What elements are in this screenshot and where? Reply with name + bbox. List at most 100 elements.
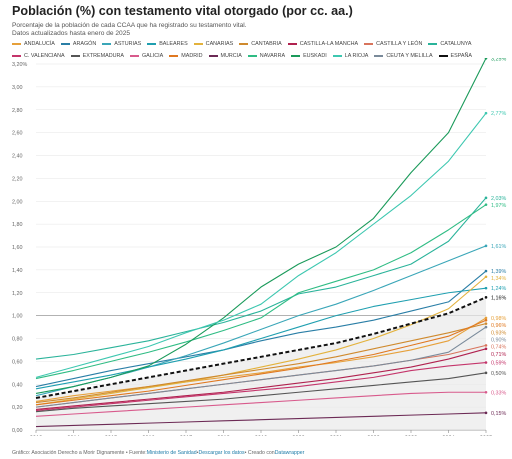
series-line	[35, 326, 487, 408]
series-line	[35, 276, 487, 406]
x-tick-label: 2019	[255, 436, 267, 437]
legend-swatch	[102, 42, 112, 45]
chart-footer: Gráfico: Asociación Derecho a Morir Dign…	[12, 450, 304, 456]
series-line	[35, 270, 487, 388]
legend-swatch	[332, 54, 342, 57]
footer-created-with: • Creado con	[244, 450, 275, 456]
legend-swatch	[193, 42, 203, 45]
legend-label: BALEARES	[159, 40, 188, 47]
chart-update-note: Datos actualizados hasta enero de 2025	[12, 30, 131, 37]
y-tick-label: 0,60	[12, 359, 23, 365]
footer-separator: •	[196, 450, 199, 456]
legend-item: MURCIA	[208, 51, 242, 60]
legend-swatch	[129, 54, 139, 57]
legend-item: MADRID	[169, 51, 203, 60]
legend-swatch	[291, 54, 301, 57]
y-tick-label: 3,00	[12, 85, 23, 91]
y-tick-label: 1,00	[12, 314, 23, 320]
legend-label: EUSKADI	[303, 52, 327, 59]
series-line	[35, 412, 487, 428]
legend-item: BALEARES	[147, 39, 188, 48]
end-value-label: 1,97%	[491, 203, 506, 209]
series-line	[35, 317, 487, 402]
y-tick-label: 0,00	[12, 428, 23, 434]
legend-label: MURCIA	[220, 52, 242, 59]
legend-swatch	[169, 54, 179, 57]
series-end-point	[484, 318, 488, 322]
end-value-label: 1,24%	[491, 286, 506, 292]
series-end-point	[484, 244, 488, 248]
x-tick-label: 2023	[405, 436, 417, 437]
series-end-point	[484, 347, 488, 351]
series-end-point	[484, 58, 488, 60]
legend-swatch	[70, 54, 80, 57]
legend-label: NAVARRA	[259, 52, 286, 59]
x-tick-label: 2016	[142, 436, 154, 437]
series-line	[35, 296, 487, 399]
y-tick-label: 2,40	[12, 154, 23, 160]
series-end-point	[484, 371, 488, 375]
legend-swatch	[438, 54, 448, 57]
series-line	[35, 287, 487, 390]
x-tick-label: 2025	[480, 436, 492, 437]
legend-item: LA RIOJA	[332, 51, 368, 60]
series-line	[35, 58, 487, 394]
legend-label: CASTILLA Y LEÓN	[376, 40, 423, 47]
legend-item: NAVARRA	[247, 51, 286, 60]
end-value-label: 0,59%	[491, 361, 506, 367]
series-line	[35, 197, 487, 360]
series-end-point	[484, 322, 488, 325]
x-tick-label: 2024	[442, 436, 454, 437]
legend-item: CANARIAS	[193, 39, 233, 48]
series-line	[35, 361, 487, 412]
end-value-label: 0,98%	[491, 316, 506, 322]
y-tick-label: 0,40	[12, 382, 23, 388]
x-tick-label: 2013	[30, 436, 42, 437]
legend-label: CATALUNYA	[440, 40, 472, 47]
legend-item: CANTABRIA	[239, 39, 282, 48]
end-value-label: 0,96%	[491, 323, 506, 329]
end-value-label: 0,93%	[491, 330, 506, 336]
series-end-point	[484, 275, 488, 279]
datawrapper-link[interactable]: Datawrapper	[274, 450, 305, 456]
legend-swatch	[208, 54, 218, 57]
y-tick-label: 0,20	[12, 405, 23, 411]
y-tick-label: 0,80	[12, 337, 23, 343]
legend-swatch	[374, 54, 384, 57]
end-value-label: 1,39%	[491, 269, 506, 275]
line-chart: 0,00 0,20 0,40 0,60 0,80 1,00 1,20 1,40 1,60 1,80…	[12, 58, 506, 437]
end-value-label: 0,50%	[491, 371, 506, 377]
series-line	[35, 372, 487, 413]
legend-label: ARAGÓN	[72, 40, 97, 47]
end-value-label: 0,71%	[491, 352, 506, 358]
y-tick-label: 3,20%	[12, 62, 27, 68]
y-tick-label: 1,80	[12, 222, 23, 228]
end-value-label: 2,77%	[491, 111, 506, 117]
legend-label: GALICIA	[141, 52, 164, 59]
end-value-label: 3,25%	[491, 58, 506, 62]
legend-label: CASTILLA-LA MANCHA	[299, 40, 359, 47]
download-data-link[interactable]: Descargar los datos	[198, 450, 245, 456]
legend-item: C. VALENCIANA	[12, 51, 65, 60]
legend-swatch	[428, 42, 438, 45]
legend-swatch	[287, 42, 297, 45]
series-end-point	[484, 325, 488, 329]
end-value-label: 2,03%	[491, 196, 506, 202]
x-tick-label: 2014	[67, 436, 79, 437]
legend-item: ARAGÓN	[60, 39, 97, 48]
legend-item: ASTURIAS	[102, 39, 141, 48]
spain-area	[36, 297, 486, 430]
footer-source: Gráfico: Asociación Derecho a Morir Dign…	[12, 450, 147, 456]
x-tick-label: 2022	[367, 436, 379, 437]
series-line	[35, 319, 487, 406]
end-value-label: 0,15%	[491, 411, 506, 417]
legend-swatch	[247, 54, 257, 57]
series-end-point	[484, 296, 488, 299]
series-end-point	[484, 361, 488, 364]
end-value-label: 0,74%	[491, 345, 506, 351]
chart-legend: ANDALUCÍA ARAGÓN ASTURIAS BALEARES CANARIAS C…	[12, 39, 508, 60]
legend-label: C. VALENCIANA	[24, 52, 65, 59]
y-tick-label: 2,60	[12, 131, 23, 137]
source-link[interactable]: Ministerio de Sanidad	[146, 450, 197, 456]
legend-item: ANDALUCÍA	[12, 39, 55, 48]
